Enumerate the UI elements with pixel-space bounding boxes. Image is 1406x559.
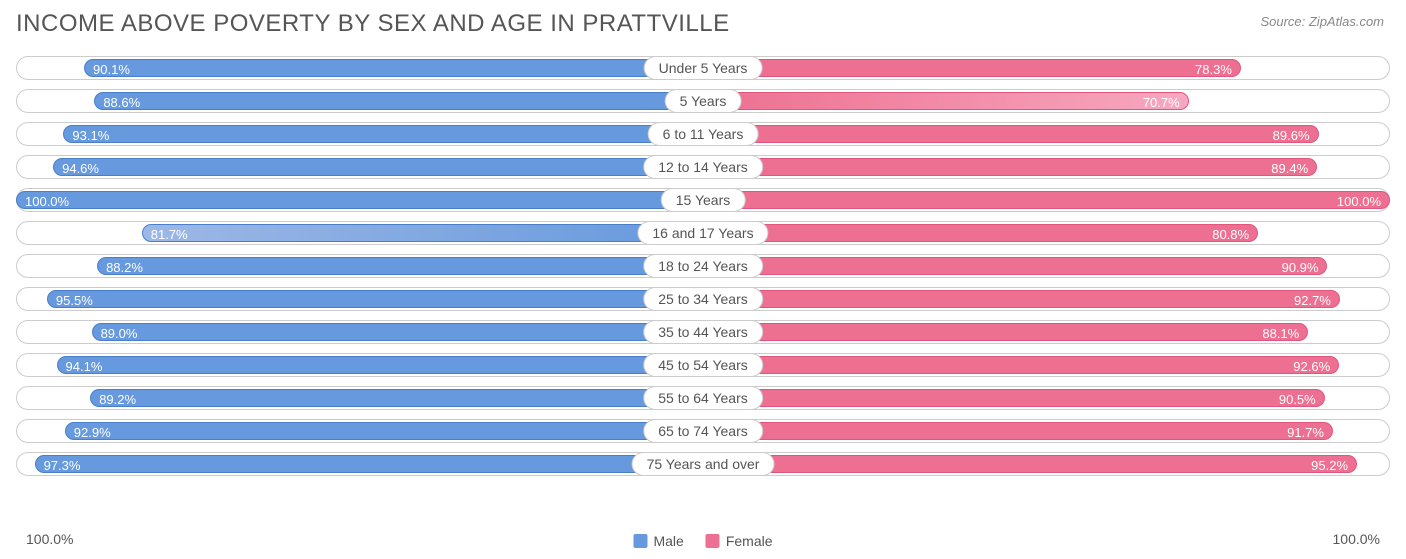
value-female: 92.7% xyxy=(1294,293,1331,308)
chart-row: 93.1% 89.6% 6 to 11 Years xyxy=(16,119,1390,149)
legend-label-male: Male xyxy=(653,533,683,549)
bar-male: 94.6% xyxy=(53,158,703,176)
chart-row: 92.9% 91.7% 65 to 74 Years xyxy=(16,416,1390,446)
bar-male: 88.6% xyxy=(94,92,703,110)
value-male: 100.0% xyxy=(25,194,69,209)
bar-male: 94.1% xyxy=(57,356,703,374)
age-label: 16 and 17 Years xyxy=(637,221,768,245)
value-male: 81.7% xyxy=(151,227,188,242)
value-male: 88.6% xyxy=(103,95,140,110)
source-label: Source: ZipAtlas.com xyxy=(1260,14,1384,29)
value-male: 89.0% xyxy=(101,326,138,341)
value-male: 93.1% xyxy=(72,128,109,143)
value-male: 92.9% xyxy=(74,425,111,440)
chart-row: 94.6% 89.4% 12 to 14 Years xyxy=(16,152,1390,182)
value-female: 89.6% xyxy=(1273,128,1310,143)
axis-left-label: 100.0% xyxy=(26,531,73,547)
chart-row: 88.2% 90.9% 18 to 24 Years xyxy=(16,251,1390,281)
bar-male: 95.5% xyxy=(47,290,703,308)
value-female: 92.6% xyxy=(1293,359,1330,374)
age-label: 5 Years xyxy=(665,89,742,113)
age-label: 15 Years xyxy=(661,188,746,212)
bar-female: 70.7% xyxy=(703,92,1189,110)
value-male: 88.2% xyxy=(106,260,143,275)
chart-footer: 100.0% Male Female 100.0% xyxy=(16,521,1390,551)
legend-label-female: Female xyxy=(726,533,773,549)
chart-row: 90.1% 78.3% Under 5 Years xyxy=(16,53,1390,83)
value-female: 78.3% xyxy=(1195,62,1232,77)
value-male: 90.1% xyxy=(93,62,130,77)
value-female: 91.7% xyxy=(1287,425,1324,440)
chart-row: 81.7% 80.8% 16 and 17 Years xyxy=(16,218,1390,248)
age-label: 6 to 11 Years xyxy=(648,122,759,146)
age-label: 35 to 44 Years xyxy=(643,320,763,344)
age-label: 12 to 14 Years xyxy=(643,155,763,179)
legend: Male Female xyxy=(633,533,772,549)
bar-female: 92.6% xyxy=(703,356,1339,374)
age-label: 65 to 74 Years xyxy=(643,419,763,443)
value-male: 94.6% xyxy=(62,161,99,176)
chart-area: 90.1% 78.3% Under 5 Years 88.6% 70.7% 5 Years… xyxy=(16,50,1390,482)
age-label: 45 to 54 Years xyxy=(643,353,763,377)
chart-row: 88.6% 70.7% 5 Years xyxy=(16,86,1390,116)
value-female: 90.9% xyxy=(1282,260,1319,275)
age-label: 55 to 64 Years xyxy=(643,386,763,410)
age-label: 25 to 34 Years xyxy=(643,287,763,311)
bar-male: 90.1% xyxy=(84,59,703,77)
bar-female: 90.9% xyxy=(703,257,1327,275)
value-male: 97.3% xyxy=(44,458,81,473)
bar-female: 89.4% xyxy=(703,158,1317,176)
value-female: 80.8% xyxy=(1212,227,1249,242)
bar-female: 91.7% xyxy=(703,422,1333,440)
chart-row: 95.5% 92.7% 25 to 34 Years xyxy=(16,284,1390,314)
age-label: 18 to 24 Years xyxy=(643,254,763,278)
bar-male: 97.3% xyxy=(35,455,703,473)
age-label: 75 Years and over xyxy=(632,452,775,476)
bar-female: 80.8% xyxy=(703,224,1258,242)
value-female: 88.1% xyxy=(1262,326,1299,341)
chart-row: 94.1% 92.6% 45 to 54 Years xyxy=(16,350,1390,380)
bar-male: 88.2% xyxy=(97,257,703,275)
bar-female: 88.1% xyxy=(703,323,1308,341)
value-female: 90.5% xyxy=(1279,392,1316,407)
chart-row: 89.2% 90.5% 55 to 64 Years xyxy=(16,383,1390,413)
bar-male: 81.7% xyxy=(142,224,703,242)
bar-female: 78.3% xyxy=(703,59,1241,77)
bar-male: 89.2% xyxy=(90,389,703,407)
value-male: 95.5% xyxy=(56,293,93,308)
chart-title: INCOME ABOVE POVERTY BY SEX AND AGE IN P… xyxy=(16,10,1390,38)
bar-female: 95.2% xyxy=(703,455,1357,473)
legend-swatch-female xyxy=(706,534,720,548)
bar-male: 92.9% xyxy=(65,422,703,440)
value-male: 94.1% xyxy=(66,359,103,374)
bar-male: 100.0% xyxy=(16,191,703,209)
chart-row: 100.0% 100.0% 15 Years xyxy=(16,185,1390,215)
value-male: 89.2% xyxy=(99,392,136,407)
value-female: 70.7% xyxy=(1143,95,1180,110)
bar-female: 100.0% xyxy=(703,191,1390,209)
value-female: 95.2% xyxy=(1311,458,1348,473)
bar-male: 89.0% xyxy=(92,323,703,341)
bar-female: 92.7% xyxy=(703,290,1340,308)
axis-right-label: 100.0% xyxy=(1333,531,1380,547)
chart-row: 89.0% 88.1% 35 to 44 Years xyxy=(16,317,1390,347)
age-label: Under 5 Years xyxy=(644,56,763,80)
bar-female: 90.5% xyxy=(703,389,1325,407)
legend-swatch-male xyxy=(633,534,647,548)
bar-male: 93.1% xyxy=(63,125,703,143)
chart-row: 97.3% 95.2% 75 Years and over xyxy=(16,449,1390,479)
bar-female: 89.6% xyxy=(703,125,1319,143)
value-female: 100.0% xyxy=(1337,194,1381,209)
value-female: 89.4% xyxy=(1271,161,1308,176)
